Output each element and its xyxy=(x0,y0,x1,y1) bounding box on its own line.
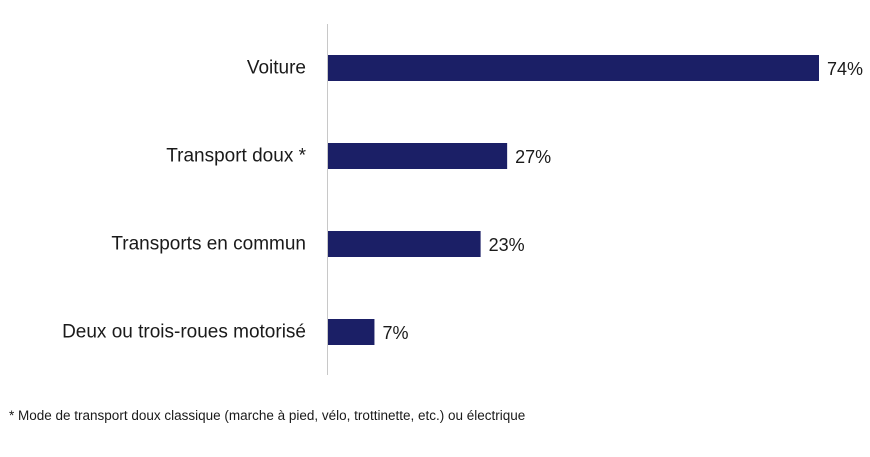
bar xyxy=(328,231,481,257)
value-label: 23% xyxy=(489,235,525,255)
bar xyxy=(328,55,819,81)
category-label: Deux ou trois-roues motorisé xyxy=(62,322,306,343)
bar-chart: Voiture Transport doux * Transports en com… xyxy=(62,24,863,375)
bars xyxy=(328,55,819,345)
category-label: Transport doux * xyxy=(166,146,306,167)
bar xyxy=(328,319,375,345)
value-labels: 74% 27% 23% 7% xyxy=(382,59,863,343)
value-label: 74% xyxy=(827,59,863,79)
category-labels: Voiture Transport doux * Transports en com… xyxy=(62,58,307,343)
value-label: 7% xyxy=(382,323,408,343)
bar xyxy=(328,143,508,169)
category-label: Transports en commun xyxy=(111,234,306,255)
category-label: Voiture xyxy=(247,58,306,79)
footnote: * Mode de transport doux classique (marc… xyxy=(9,408,526,423)
value-label: 27% xyxy=(515,147,551,167)
